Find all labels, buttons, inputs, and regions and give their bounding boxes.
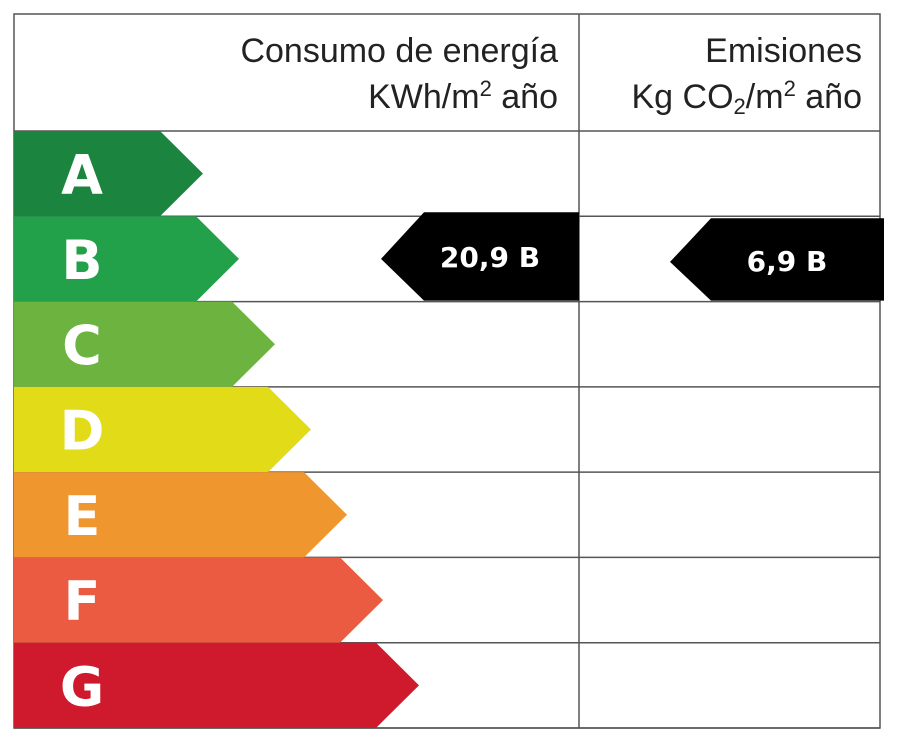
unit-part: /m [746, 78, 784, 116]
unit-part: año [796, 78, 862, 116]
consumption-title: Consumo de energía [240, 32, 558, 70]
rating-arrow [14, 472, 347, 558]
rating-arrow [14, 557, 383, 643]
rating-letter: E [64, 485, 101, 548]
rating-arrow [14, 216, 239, 302]
emissions-title: Emisiones [705, 32, 862, 70]
rating-arrow [14, 301, 275, 387]
rating-letter: F [64, 570, 101, 633]
emissions-unit: Kg CO2/m2 año [631, 76, 862, 119]
rating-letter: A [61, 144, 103, 207]
consumption-value: 20,9 B [440, 241, 540, 274]
consumption-unit: KWh/m2 año [368, 76, 558, 116]
emissions-value: 6,9 B [747, 245, 828, 278]
unit-part: año [492, 78, 558, 116]
unit-part: Kg CO [631, 78, 733, 116]
rating-arrow [14, 131, 203, 217]
rating-letter: D [60, 400, 105, 463]
rating-letter: G [60, 655, 104, 718]
rating-letter: C [62, 314, 102, 377]
unit-sup: 2 [784, 76, 796, 101]
rating-arrow [14, 642, 419, 728]
unit-sup: 2 [480, 76, 492, 101]
rating-letter: B [61, 229, 102, 292]
unit-sub: 2 [734, 94, 746, 119]
rating-arrow [14, 386, 311, 473]
unit-part: KWh/m [368, 78, 479, 116]
consumption-indicator [381, 212, 579, 301]
emissions-indicator [670, 218, 884, 301]
